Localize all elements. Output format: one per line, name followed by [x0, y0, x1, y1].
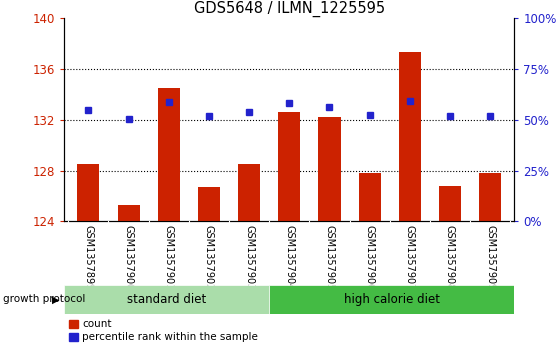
Bar: [358, 173, 381, 221]
Text: GSM1357904: GSM1357904: [285, 225, 294, 290]
FancyBboxPatch shape: [64, 285, 269, 314]
Bar: [77, 164, 100, 221]
Text: GSM1357906: GSM1357906: [364, 225, 375, 290]
Text: GSM1357908: GSM1357908: [445, 225, 455, 290]
Bar: [238, 164, 260, 221]
Text: GSM1357907: GSM1357907: [405, 225, 415, 290]
Text: GSM1357902: GSM1357902: [204, 225, 214, 290]
Text: GSM1357903: GSM1357903: [244, 225, 254, 290]
Text: GSM1357905: GSM1357905: [324, 225, 334, 290]
Bar: [278, 112, 300, 221]
Text: standard diet: standard diet: [127, 293, 206, 306]
Text: GSM1357909: GSM1357909: [485, 225, 495, 290]
Legend: count, percentile rank within the sample: count, percentile rank within the sample: [69, 319, 258, 342]
Text: growth protocol: growth protocol: [3, 294, 85, 305]
Text: ▶: ▶: [53, 294, 60, 305]
Bar: [479, 173, 501, 221]
Bar: [158, 88, 180, 221]
Text: high calorie diet: high calorie diet: [344, 293, 439, 306]
Title: GDS5648 / ILMN_1225595: GDS5648 / ILMN_1225595: [194, 1, 385, 17]
Bar: [319, 117, 340, 221]
FancyBboxPatch shape: [269, 285, 514, 314]
Text: GSM1357900: GSM1357900: [124, 225, 134, 290]
Bar: [399, 52, 421, 221]
Text: GSM1357899: GSM1357899: [83, 225, 93, 290]
Bar: [198, 187, 220, 221]
Text: GSM1357901: GSM1357901: [164, 225, 174, 290]
Bar: [117, 205, 140, 221]
Bar: [439, 186, 461, 221]
